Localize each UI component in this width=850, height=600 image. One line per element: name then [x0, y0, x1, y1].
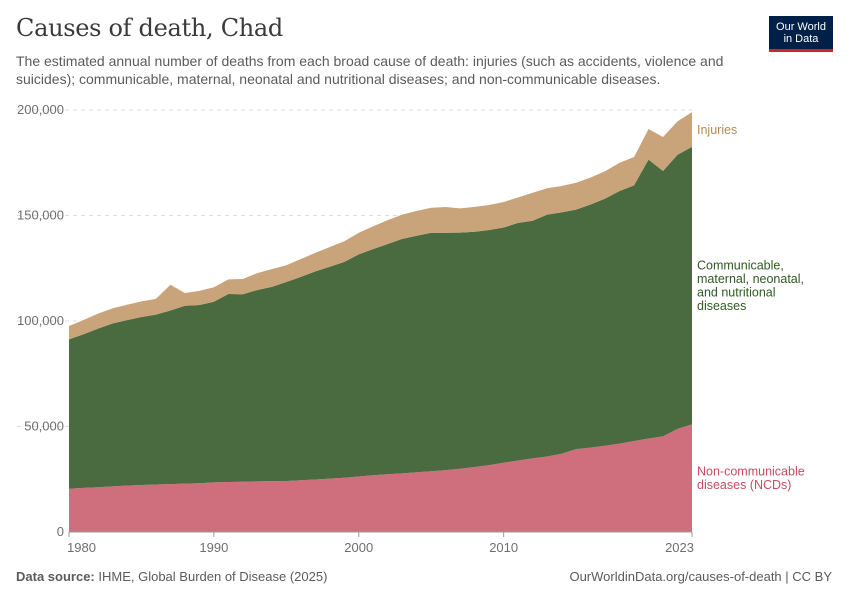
- chart-subtitle: The estimated annual number of deaths fr…: [16, 53, 724, 87]
- source-text[interactable]: IHME, Global Burden of Disease (2025): [98, 569, 328, 584]
- x-tick-label: 2010: [489, 540, 518, 555]
- y-tick-label: 50,000: [24, 419, 64, 434]
- logo-line-2: in Data: [783, 32, 819, 45]
- footer: Data source: IHME, Global Burden of Dise…: [16, 569, 832, 584]
- series-label-line: maternal, neonatal,: [697, 272, 804, 286]
- series-label-line: diseases (NCDs): [697, 478, 791, 492]
- series-label-line: Injuries: [697, 123, 737, 137]
- source-label: Data source:: [16, 569, 95, 584]
- area-series-1[interactable]: [69, 424, 692, 532]
- x-tick-label: 1980: [67, 540, 96, 555]
- x-tick-label: 2000: [344, 540, 373, 555]
- logo-line-1: Our World: [776, 20, 826, 33]
- x-tick-label: 1990: [199, 540, 228, 555]
- y-tick-label: 100,000: [17, 313, 64, 328]
- axes: 0 50,000 100,000 150,000 200,000 1980 1990 2000…: [17, 102, 694, 555]
- y-tick-label: 200,000: [17, 102, 64, 117]
- series-labels: Non-communicable diseases (NCDs) Communica…: [697, 123, 805, 492]
- series-label-3: Injuries: [697, 123, 737, 137]
- x-tick-label: 2023: [665, 540, 694, 555]
- series-label-line: Communicable,: [697, 258, 784, 272]
- area-series-2[interactable]: [69, 146, 692, 489]
- y-tick-label: 0: [57, 524, 64, 539]
- area-series-3[interactable]: [69, 112, 692, 340]
- series-label-2: Communicable, maternal, neonatal, and nutr…: [697, 258, 804, 313]
- y-tick-label: 150,000: [17, 208, 64, 223]
- series-label-1: Non-communicable diseases (NCDs): [697, 464, 805, 492]
- area-layer: [69, 112, 692, 532]
- credit-link[interactable]: OurWorldinData.org/causes-of-death | CC …: [569, 569, 832, 584]
- series-label-line: diseases: [697, 299, 746, 313]
- owid-logo[interactable]: Our World in Data: [769, 16, 833, 52]
- series-label-line: Non-communicable: [697, 464, 805, 478]
- chart-title: Causes of death, Chad: [16, 14, 283, 42]
- series-label-line: and nutritional: [697, 285, 776, 299]
